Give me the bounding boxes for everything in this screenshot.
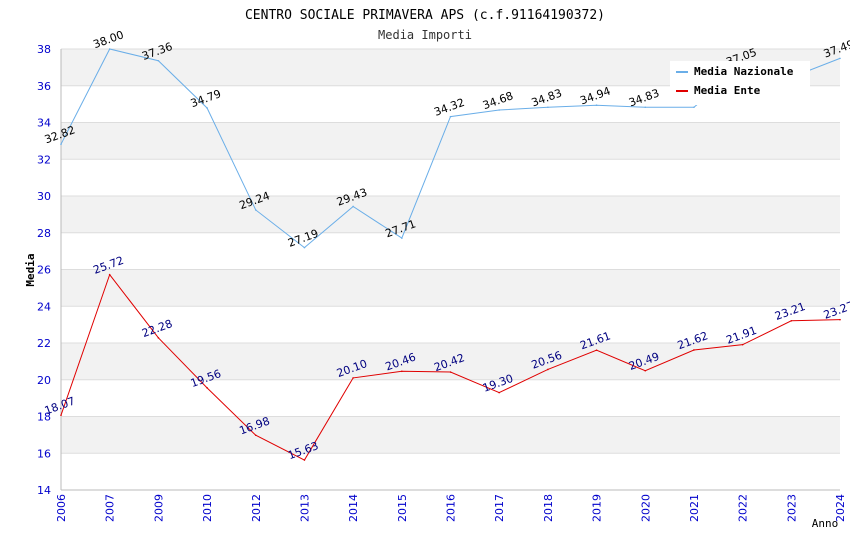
data-point	[595, 349, 598, 351]
band	[61, 122, 840, 160]
legend-label-ente: Media Ente	[694, 84, 761, 97]
chart-title: CENTRO SOCIALE PRIMAVERA APS (c.f.911641…	[245, 8, 605, 23]
data-label: 34.83	[627, 86, 661, 109]
y-tick-label: 24	[37, 300, 51, 313]
data-point	[547, 106, 549, 109]
data-point	[741, 343, 744, 346]
y-axis-label: Media	[24, 253, 37, 286]
band	[61, 416, 840, 454]
band	[61, 343, 840, 380]
data-point	[839, 318, 841, 321]
axes	[60, 49, 840, 491]
data-point	[157, 59, 160, 62]
data-point	[303, 459, 306, 461]
data-point	[254, 209, 257, 211]
legend-box	[670, 61, 810, 105]
data-label: 34.94	[578, 84, 612, 107]
data-point	[693, 349, 695, 351]
x-tick-label: 2013	[298, 494, 311, 522]
band	[61, 196, 840, 233]
y-tick-label: 36	[37, 80, 51, 93]
data-point	[254, 434, 257, 437]
y-tick-label: 32	[37, 153, 51, 166]
x-tick-label: 2012	[250, 494, 263, 522]
y-tick-label: 28	[37, 227, 51, 240]
x-tick-label: 2023	[785, 494, 798, 522]
chart-subtitle: Media Importi	[378, 28, 472, 42]
x-tick-label: 2015	[396, 494, 409, 522]
x-tick-label: 2009	[152, 494, 165, 522]
data-point	[498, 109, 500, 111]
data-point	[206, 387, 208, 389]
data-point	[644, 369, 647, 372]
x-tick-label: 2010	[201, 494, 214, 522]
x-axis-label: Anno	[812, 517, 839, 530]
x-tick-label: 2020	[639, 494, 652, 522]
y-tick-label: 38	[37, 43, 51, 56]
x-tick-label: 2006	[55, 494, 68, 522]
y-tick-label: 26	[37, 264, 51, 277]
data-point	[157, 337, 160, 339]
data-label: 34.68	[481, 89, 515, 112]
legend-label-nazionale: Media Nazionale	[694, 65, 794, 78]
data-point	[790, 319, 793, 322]
data-point	[352, 205, 354, 208]
x-tick-label: 2021	[688, 494, 701, 522]
y-axis-ticks: 14 16 18 20 22 24 26 28 30 32 34 36 38	[37, 43, 51, 497]
y-tick-label: 14	[37, 484, 51, 497]
data-point	[449, 115, 452, 118]
x-axis-ticks: 2006 2007 2009 2010 2012 2013 2014 2015 2016 2017…	[55, 494, 847, 522]
data-point	[206, 107, 208, 109]
legend: Media Nazionale Media Ente	[670, 61, 810, 105]
y-tick-label: 34	[37, 117, 51, 130]
data-point	[303, 246, 306, 249]
y-tick-label: 20	[37, 374, 51, 387]
x-tick-label: 2019	[591, 494, 604, 522]
x-tick-label: 2007	[104, 494, 117, 522]
x-tick-label: 2022	[737, 494, 750, 522]
data-point	[595, 104, 598, 107]
data-point	[352, 377, 354, 379]
data-point	[108, 273, 111, 276]
y-tick-label: 18	[37, 411, 51, 424]
data-point	[60, 143, 62, 145]
data-point	[60, 414, 62, 417]
data-point	[449, 371, 452, 373]
data-point	[547, 368, 549, 371]
y-tick-label: 16	[37, 447, 51, 460]
data-point	[401, 237, 403, 239]
y-tick-label: 30	[37, 190, 51, 203]
data-point	[693, 106, 695, 109]
data-point	[839, 57, 841, 60]
data-point	[644, 106, 647, 109]
data-label: 38.00	[91, 28, 125, 51]
y-tick-label: 22	[37, 337, 51, 350]
data-point	[108, 48, 111, 50]
data-point	[401, 370, 403, 373]
x-tick-label: 2014	[347, 494, 360, 522]
data-label: 34.83	[530, 86, 564, 109]
x-tick-label: 2018	[542, 494, 555, 522]
x-tick-label: 2016	[445, 494, 458, 522]
x-tick-label: 2017	[493, 494, 506, 522]
data-label: 18.07	[43, 394, 77, 417]
band	[61, 269, 840, 307]
data-point	[498, 391, 500, 394]
x-tick-label: 2024	[834, 494, 847, 522]
